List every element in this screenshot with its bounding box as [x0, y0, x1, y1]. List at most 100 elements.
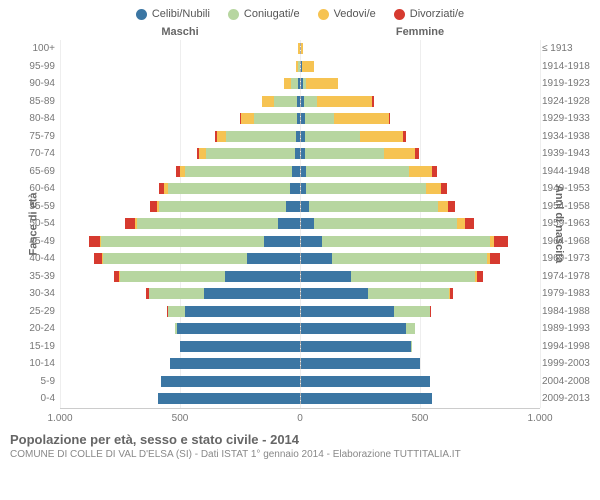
segment-s	[295, 148, 300, 159]
segment-m	[306, 183, 426, 194]
segment-m	[304, 96, 317, 107]
female-bar	[301, 43, 541, 54]
year-label: 1959-1963	[542, 218, 598, 229]
legend-label: Divorziati/e	[410, 8, 464, 20]
year-label: 2009-2013	[542, 393, 598, 404]
segment-s	[301, 253, 332, 264]
x-tick: 0	[297, 413, 303, 424]
segment-s	[225, 271, 299, 282]
legend-swatch	[228, 9, 239, 20]
legend-swatch	[136, 9, 147, 20]
segment-w	[301, 43, 303, 54]
pyramid-row: 85-891924-1928	[60, 93, 540, 111]
segment-s	[180, 341, 300, 352]
male-bar	[60, 236, 301, 247]
male-bar	[60, 78, 301, 89]
male-bar	[60, 253, 301, 264]
segment-m	[226, 131, 295, 142]
segment-m	[120, 271, 225, 282]
segment-d	[432, 166, 437, 177]
segment-m	[314, 218, 458, 229]
chart-subtitle: COMUNE DI COLLE DI VAL D'ELSA (SI) - Dat…	[10, 449, 590, 460]
male-bar	[60, 393, 301, 404]
year-label: 1994-1998	[542, 341, 598, 352]
year-label: 1934-1938	[542, 131, 598, 142]
year-label: 1929-1933	[542, 113, 598, 124]
legend-label: Celibi/Nubili	[152, 8, 210, 20]
segment-s	[158, 393, 299, 404]
pyramid-row: 75-791934-1938	[60, 128, 540, 146]
segment-d	[150, 201, 157, 212]
segment-m	[168, 306, 185, 317]
segment-m	[322, 236, 490, 247]
age-label: 85-89	[5, 96, 55, 107]
segment-s	[301, 288, 368, 299]
legend-item: Vedovi/e	[318, 8, 376, 20]
segment-s	[296, 131, 300, 142]
female-bar	[301, 376, 541, 387]
segment-s	[286, 201, 299, 212]
segment-m	[332, 253, 488, 264]
segment-m	[411, 341, 412, 352]
segment-s	[301, 323, 406, 334]
pyramid-row: 45-491964-1968	[60, 233, 540, 251]
age-label: 90-94	[5, 78, 55, 89]
segment-s	[301, 393, 433, 404]
male-bar	[60, 113, 301, 124]
legend-swatch	[318, 9, 329, 20]
year-label: 1919-1923	[542, 78, 598, 89]
segment-s	[177, 323, 299, 334]
chart-footer: Popolazione per età, sesso e stato civil…	[0, 424, 600, 460]
segment-d	[125, 218, 135, 229]
age-label: 30-34	[5, 288, 55, 299]
year-label: 1944-1948	[542, 166, 598, 177]
segment-d	[403, 131, 405, 142]
pyramid-row: 30-341979-1983	[60, 285, 540, 303]
segment-m	[274, 96, 297, 107]
segment-m	[305, 148, 384, 159]
female-header: Femmine	[300, 26, 540, 38]
age-label: 35-39	[5, 271, 55, 282]
female-bar	[301, 201, 541, 212]
year-label: 1989-1993	[542, 323, 598, 334]
pyramid-row: 50-541959-1963	[60, 215, 540, 233]
segment-w	[298, 43, 299, 54]
segment-d	[441, 183, 447, 194]
pyramid-row: 80-841929-1933	[60, 110, 540, 128]
age-label: 40-44	[5, 253, 55, 264]
age-label: 55-59	[5, 201, 55, 212]
pyramid-row: 15-191994-1998	[60, 338, 540, 356]
segment-m	[394, 306, 430, 317]
male-bar	[60, 43, 301, 54]
segment-s	[301, 376, 430, 387]
year-label: 1914-1918	[542, 61, 598, 72]
segment-w	[426, 183, 440, 194]
pyramid-row: 25-291984-1988	[60, 303, 540, 321]
female-bar	[301, 288, 541, 299]
segment-d	[415, 148, 419, 159]
female-bar	[301, 131, 541, 142]
segment-d	[94, 253, 102, 264]
female-bar	[301, 218, 541, 229]
age-label: 95-99	[5, 61, 55, 72]
segment-w	[241, 113, 254, 124]
segment-s	[290, 183, 300, 194]
segment-w	[360, 131, 403, 142]
male-bar	[60, 306, 301, 317]
segment-m	[149, 288, 204, 299]
pyramid-rows: 100+≤ 191395-991914-191890-941919-192385…	[60, 40, 540, 408]
female-bar	[301, 96, 541, 107]
pyramid-row: 65-691944-1948	[60, 163, 540, 181]
year-label: 1964-1968	[542, 236, 598, 247]
segment-s	[301, 236, 323, 247]
female-bar	[301, 271, 541, 282]
male-bar	[60, 323, 301, 334]
year-label: 1984-1988	[542, 306, 598, 317]
female-bar	[301, 323, 541, 334]
segment-s	[292, 166, 299, 177]
female-bar	[301, 253, 541, 264]
segment-s	[278, 218, 300, 229]
legend-item: Coniugati/e	[228, 8, 300, 20]
column-headers: Maschi Femmine	[0, 24, 600, 40]
segment-m	[406, 323, 416, 334]
